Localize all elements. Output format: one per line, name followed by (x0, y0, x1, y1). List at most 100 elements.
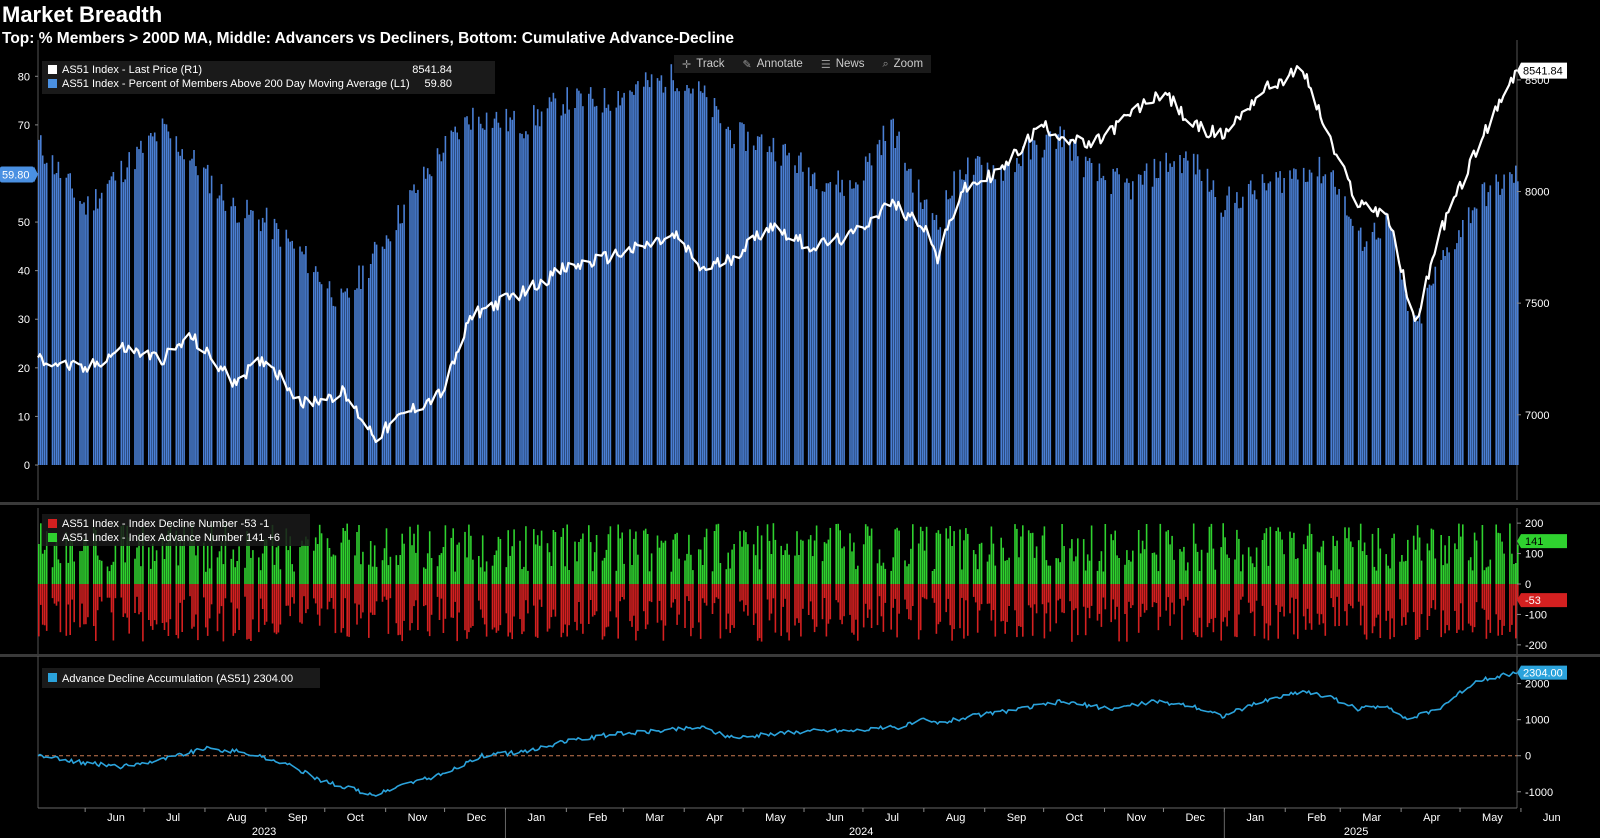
advance-bar (1320, 546, 1323, 584)
pct-bar (990, 181, 993, 465)
zoom-button[interactable]: ⌕ Zoom (874, 55, 931, 73)
decline-bar (1096, 584, 1099, 621)
decline-bar (1405, 584, 1407, 625)
pct-bar (1434, 266, 1437, 465)
decline-bar (183, 584, 185, 600)
advance-bar (454, 571, 456, 584)
advance-bar (1128, 560, 1130, 584)
advance-bar (747, 544, 749, 584)
decline-bar (1200, 584, 1203, 638)
decline-bar (45, 584, 48, 631)
decline-bar (1084, 584, 1087, 636)
pct-bar (870, 165, 873, 465)
advance-bar (1416, 525, 1419, 584)
pct-bar (719, 123, 722, 465)
pct-bar (124, 179, 126, 465)
pct-bar (1275, 172, 1277, 465)
advance-bar (1316, 551, 1319, 584)
pct-bar (1316, 176, 1319, 465)
decline-bar (1448, 584, 1450, 631)
pct-bar (95, 189, 97, 465)
pct-bar (770, 152, 773, 465)
pct-bar (1403, 277, 1405, 465)
advance-bar (741, 546, 743, 584)
advance-bar (925, 526, 928, 584)
decline-bar (368, 584, 370, 638)
decline-bar (534, 584, 537, 637)
decline-bar (1481, 584, 1484, 609)
pct-bar (637, 81, 639, 465)
decline-bar (71, 584, 73, 600)
pct-bar (1509, 172, 1511, 465)
advance-bar (1118, 558, 1120, 584)
advance-bar (1155, 554, 1158, 584)
pct-bar (1454, 249, 1456, 465)
advance-bar (931, 571, 934, 584)
news-button[interactable]: ☰ News (813, 55, 873, 73)
pct-bar (690, 93, 692, 465)
advance-bar (1153, 552, 1156, 584)
advance-bar (383, 548, 386, 584)
advance-bar (93, 527, 95, 584)
pct-bar (1261, 174, 1264, 465)
decline-bar (731, 584, 733, 626)
advance-bar (1006, 560, 1008, 584)
annotate-button[interactable]: ✎ Annotate (735, 55, 811, 73)
track-button[interactable]: ✛ Track (674, 55, 733, 73)
decline-bar (1469, 584, 1472, 626)
advance-bar (73, 561, 75, 584)
advance-bar (53, 545, 56, 584)
advance-bar (505, 567, 508, 584)
pct-bar (177, 151, 180, 466)
legend-label: AS51 Index - Last Price (R1) (62, 64, 202, 76)
decline-bar (1253, 584, 1256, 637)
decline-bar (1004, 584, 1006, 634)
pct-bar (601, 112, 604, 465)
panel-divider-bottom (0, 654, 1600, 657)
advance-bars (38, 523, 1519, 584)
pct-bar (1412, 317, 1415, 465)
decline-bar (743, 584, 745, 612)
pct-bar (430, 176, 433, 465)
pct-bar (424, 178, 427, 466)
decline-bar (1304, 584, 1307, 630)
zoom-label: Zoom (893, 58, 924, 70)
pct-bar (417, 189, 419, 465)
pct-bar (291, 240, 293, 465)
advance-bar (275, 547, 278, 584)
pct-bar (258, 219, 260, 465)
pct-bar (1187, 160, 1189, 465)
decline-bar (1497, 584, 1499, 636)
pct-bar (481, 128, 484, 466)
decline-bar (1098, 584, 1101, 614)
decline-bar (882, 584, 885, 632)
decline-bar (1035, 584, 1038, 614)
advance-bar (546, 543, 549, 584)
pct-bar (536, 109, 539, 465)
pct-bar (1063, 129, 1065, 466)
pct-bar (1008, 164, 1010, 465)
advance-bar (81, 551, 83, 584)
decline-bar (821, 584, 824, 620)
pct-bar (853, 188, 855, 466)
decline-bar (894, 584, 896, 599)
pct-bar (1240, 207, 1242, 466)
pct-bar (698, 81, 700, 466)
advance-bar (1389, 568, 1391, 584)
advance-bar (1077, 538, 1079, 584)
decline-bar (923, 584, 926, 599)
pct-bar (658, 80, 661, 465)
decline-bars (38, 584, 1519, 642)
advance-bar (963, 540, 965, 584)
pct-bar (1375, 239, 1378, 465)
decline-bar (128, 584, 130, 634)
decline-bar (756, 584, 759, 641)
decline-bar (931, 584, 934, 599)
pct-bar (165, 124, 168, 466)
pct-bar (699, 91, 702, 465)
pct-bar (906, 170, 908, 465)
decline-bar (468, 584, 470, 633)
advance-bar (890, 570, 892, 584)
pct-bar (947, 199, 949, 466)
